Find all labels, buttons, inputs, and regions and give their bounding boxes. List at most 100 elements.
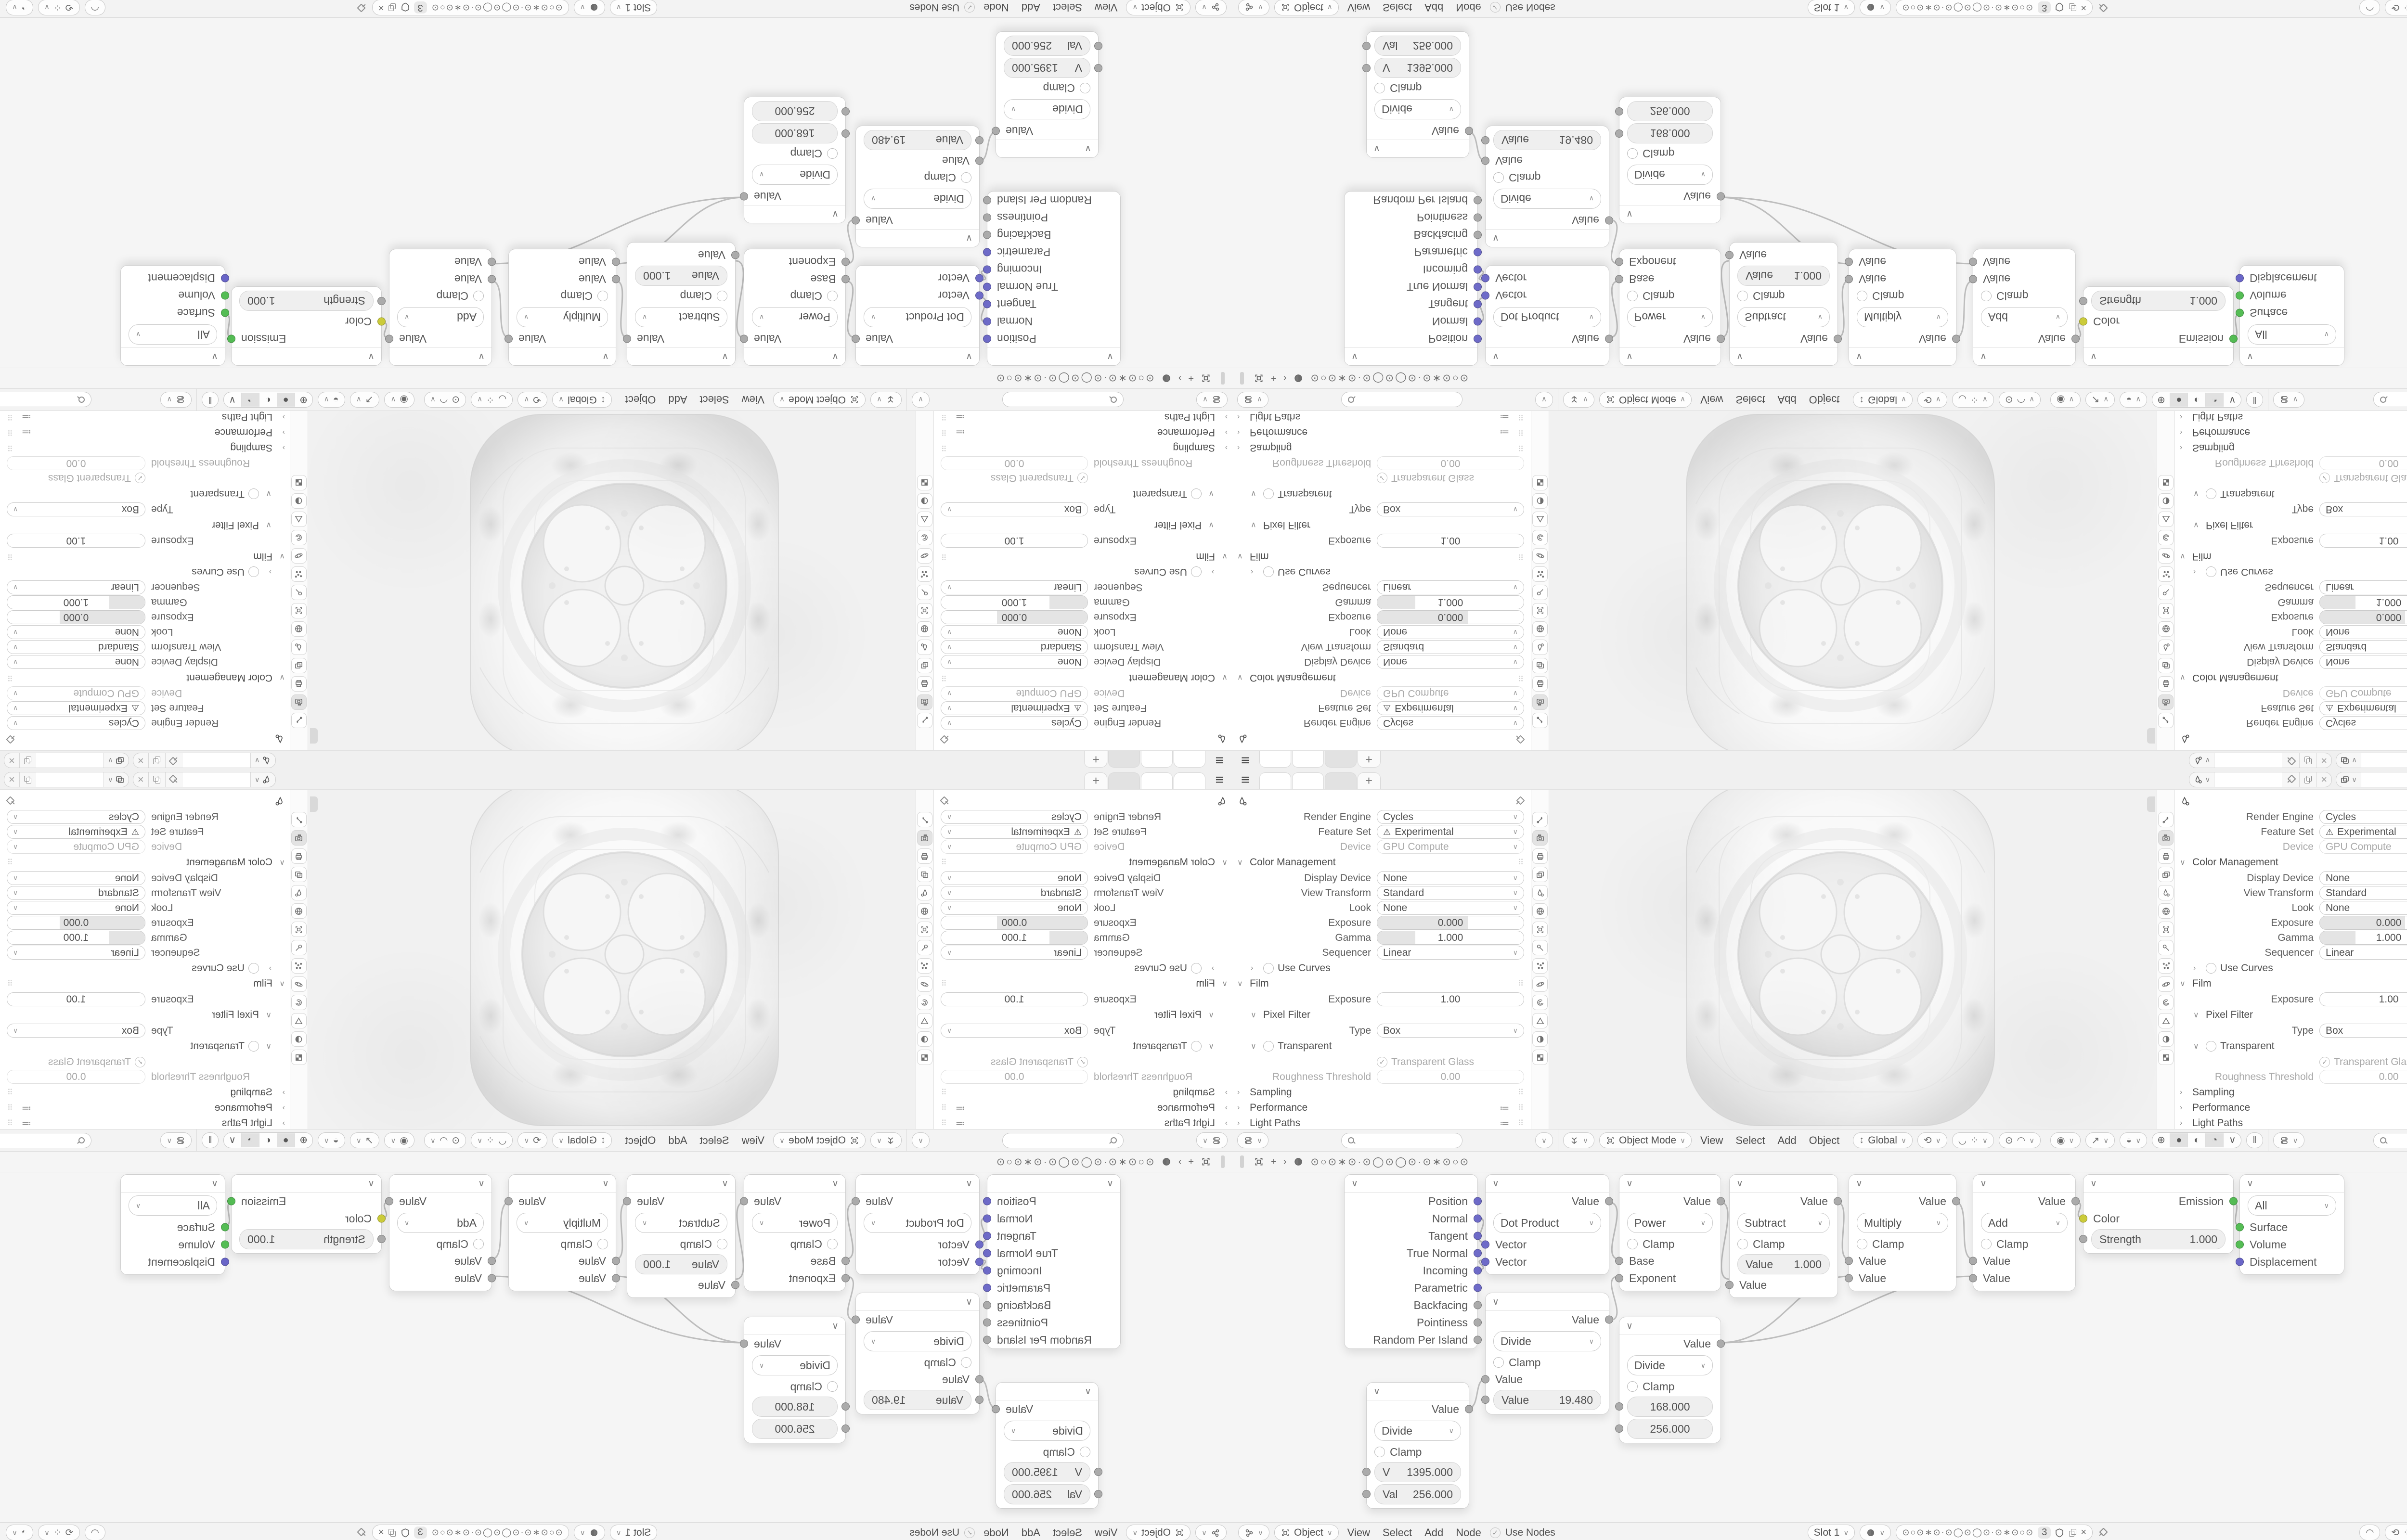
output-target-select[interactable]: All ∨ (129, 324, 217, 345)
tab-scene[interactable] (1532, 640, 1548, 655)
overlays-dropdown[interactable]: ◔ ∨ (5, 1525, 34, 1540)
film-exposure-field[interactable]: 1.00 (1377, 534, 1524, 548)
section-transparent[interactable]: ∨ Transparent (1133, 1040, 1214, 1052)
transparent-checkbox[interactable] (248, 1041, 259, 1052)
tab-scene[interactable] (1532, 885, 1548, 900)
pivot-point-select[interactable]: ⟲ ∨ (1917, 392, 1947, 408)
shader-type-select[interactable]: Object ∨ (1126, 1525, 1191, 1540)
socket-random-per-island[interactable] (983, 1335, 991, 1344)
menu-object[interactable]: Object (1809, 394, 1840, 406)
fake-user-shield-icon[interactable] (2055, 3, 2064, 13)
look-select[interactable]: None∨ (1377, 901, 1524, 915)
pivot-point-select[interactable]: ⟲ ∨ (518, 392, 548, 408)
socket-parametric[interactable] (1474, 248, 1482, 257)
socket-volume[interactable] (221, 291, 229, 300)
workspace-tab[interactable] (1174, 772, 1206, 789)
section-transparent[interactable]: ∨ Transparent (190, 1040, 272, 1052)
feature-set-select[interactable]: ⚠Experimental∨ (941, 825, 1088, 839)
operation-select[interactable]: Multiply ∨ (517, 1213, 608, 1233)
unlink-icon[interactable]: × (378, 2, 384, 13)
menu-object[interactable]: Object (1809, 1134, 1840, 1146)
tab-modifiers[interactable] (917, 585, 932, 600)
material-browse-button[interactable]: ∨ (573, 0, 605, 15)
value-field[interactable]: Value 19.480 (864, 1390, 971, 1410)
film-exposure-field[interactable]: 1.00 (1377, 992, 1524, 1006)
section-pixel-filter[interactable]: ∨ Pixel Filter (211, 1009, 272, 1020)
math-node-add[interactable]: ∨ Value Add ∨ Clamp Value Value (385, 1174, 496, 1291)
node-collapse-chevron[interactable]: ∨ (987, 347, 1120, 365)
clamp-checkbox[interactable] (1374, 1447, 1385, 1457)
math-node-subtract[interactable]: ∨ Value Subtract ∨ Clamp Value 1.000 Value (1725, 242, 1842, 366)
search-input[interactable] (2373, 1132, 2407, 1148)
scene-name-field[interactable] (2214, 772, 2282, 787)
render-engine-select[interactable]: Cycles∨ (2319, 810, 2407, 824)
tab-material[interactable] (2158, 1031, 2174, 1047)
value-field[interactable]: 256.000 (1627, 1419, 1713, 1439)
editor-type-button[interactable]: ∨ (1237, 1132, 1268, 1148)
filter-button[interactable]: ∨ (1535, 1132, 1553, 1148)
transparent-checkbox[interactable] (1191, 488, 1202, 499)
workspace-tab[interactable] (1292, 772, 1324, 789)
shading-material-button[interactable]: ◐ (259, 393, 277, 407)
gamma-slider[interactable]: 1.000 (941, 931, 1088, 945)
socket-tangent[interactable] (1474, 1232, 1482, 1240)
tab-object-data[interactable] (1532, 512, 1548, 527)
socket-incoming[interactable] (1474, 1266, 1482, 1275)
editor-type-button[interactable]: ∨ (870, 1132, 902, 1148)
value-field[interactable]: V 1395.000 (1004, 58, 1090, 78)
filter-button[interactable]: ∨ (1535, 392, 1553, 408)
exposure-slider[interactable]: 0.000 (7, 916, 145, 930)
use-curves-row[interactable]: › Use Curves (1134, 962, 1214, 974)
menu-node[interactable]: Node (984, 1, 1009, 14)
material-datablock[interactable]: ⊙○⊙∗⊙·⊙◯⊙◯⊙·⊙∗⊙○⊙ 3 × (372, 0, 569, 15)
transparent-checkbox[interactable] (1191, 1041, 1202, 1052)
workspace-tab[interactable] (1292, 751, 1324, 768)
proportional-editing-control[interactable]: ⊙ ◠ ∨ (1998, 1132, 2041, 1148)
operation-select[interactable]: Multiply ∨ (1857, 1213, 1948, 1233)
socket-position[interactable] (983, 334, 991, 343)
menu-add[interactable]: Add (1424, 1526, 1444, 1539)
pin-icon[interactable] (358, 1528, 367, 1538)
hamburger-menu-icon[interactable]: ≡ (1241, 752, 1250, 768)
section-pixel-filter[interactable]: ∨ Pixel Filter (1154, 520, 1214, 531)
shading-rendered-button[interactable]: ◔ (241, 393, 259, 407)
clamp-checkbox[interactable] (1981, 1239, 1992, 1249)
tab-world[interactable] (291, 903, 307, 919)
tab-material[interactable] (1532, 493, 1548, 509)
filter-type-select[interactable]: Box∨ (1377, 1024, 1524, 1038)
editor-type-button[interactable]: ∨ (1195, 0, 1227, 15)
geometry-node[interactable]: ∨ Position Normal Tangent True Normal In… (983, 191, 1121, 366)
strength-field[interactable]: Strength 1.000 (239, 1229, 374, 1249)
workspace-tab[interactable] (1174, 751, 1206, 768)
tab-scene[interactable] (917, 640, 932, 655)
socket-parametric[interactable] (1474, 1283, 1482, 1292)
gamma-slider[interactable]: 1.000 (2319, 931, 2407, 945)
socket-normal[interactable] (1474, 1214, 1482, 1223)
gamma-slider[interactable]: 1.000 (7, 931, 145, 945)
tab-particles[interactable] (291, 958, 307, 974)
section-color-management[interactable]: ∨ Color Management⠿ (1237, 857, 1524, 868)
menu-node[interactable]: Node (1456, 1526, 1481, 1539)
render-engine-select[interactable]: Cycles∨ (941, 716, 1088, 730)
view-transform-select[interactable]: Standard∨ (2319, 886, 2407, 900)
tab-object[interactable] (2158, 922, 2174, 937)
pin-icon[interactable] (169, 775, 179, 784)
menu-add[interactable]: Add (1021, 1, 1040, 14)
menu-view[interactable]: View (1095, 1526, 1118, 1539)
filter-button[interactable]: ∨ (912, 1132, 930, 1148)
tab-scene[interactable] (291, 640, 307, 655)
exposure-slider[interactable]: 0.000 (2319, 916, 2407, 930)
section-light-paths[interactable]: ›Light Paths ≔ ⠿ (941, 411, 1228, 423)
look-select[interactable]: None∨ (2319, 625, 2407, 639)
socket-pointiness[interactable] (1474, 213, 1482, 222)
viewport-3d[interactable] (308, 790, 916, 1129)
value-field[interactable]: Value 1.000 (635, 266, 727, 286)
menu-add[interactable]: Add (668, 1134, 687, 1146)
socket-tangent[interactable] (1474, 300, 1482, 308)
pivot-point-select[interactable]: ⟲ ∨ (518, 1132, 548, 1148)
section-light-paths[interactable]: ›Light Paths ≔ ⠿ (941, 1117, 1228, 1129)
search-input[interactable] (1341, 392, 1462, 408)
section-sampling[interactable]: ›Sampling ⠿ (2180, 1087, 2235, 1098)
snapping-control[interactable]: ⟲⁘∨ (2385, 1525, 2407, 1540)
new-view-layer-icon[interactable] (24, 775, 32, 784)
